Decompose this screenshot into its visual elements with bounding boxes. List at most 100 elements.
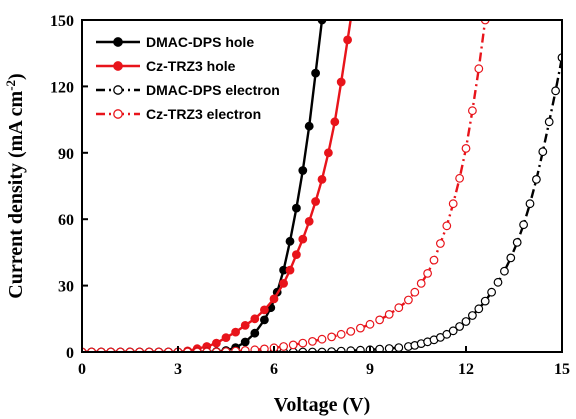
data-point xyxy=(442,221,452,231)
data-point xyxy=(474,64,484,74)
data-point xyxy=(288,340,298,350)
data-point xyxy=(308,337,317,346)
series-dmac-dps-electron xyxy=(82,53,562,352)
legend-item: Cz-TRZ3 hole xyxy=(96,58,236,74)
data-point xyxy=(356,345,365,352)
data-point xyxy=(423,269,433,278)
data-point xyxy=(455,173,465,183)
data-point xyxy=(269,294,279,304)
data-point xyxy=(304,121,314,131)
data-point xyxy=(350,0,358,2)
data-point xyxy=(250,314,260,324)
data-point xyxy=(317,174,327,184)
legend-marker xyxy=(113,85,123,95)
data-point xyxy=(279,342,289,351)
data-point xyxy=(336,77,346,87)
x-tick-label: 6 xyxy=(270,361,278,378)
data-point xyxy=(240,337,250,347)
data-point xyxy=(375,344,384,352)
data-point xyxy=(260,344,269,352)
data-point xyxy=(519,220,528,230)
data-point xyxy=(231,327,241,337)
data-point xyxy=(394,343,404,352)
data-point xyxy=(512,237,522,247)
legend-label: Cz-TRZ3 electron xyxy=(146,106,261,122)
series-line xyxy=(82,57,562,352)
data-point xyxy=(461,143,471,153)
data-point xyxy=(375,315,385,325)
x-tick-label: 15 xyxy=(554,361,570,378)
data-point xyxy=(468,106,477,116)
data-point xyxy=(292,203,301,213)
data-point xyxy=(474,304,484,314)
data-point xyxy=(384,310,394,319)
y-axis-title: Current density (mA cm-2) xyxy=(3,73,27,298)
data-point xyxy=(330,117,340,127)
data-point xyxy=(240,346,250,352)
data-point xyxy=(532,174,541,184)
data-point xyxy=(240,321,250,330)
data-point xyxy=(311,68,321,78)
data-point xyxy=(285,265,295,275)
legend-marker xyxy=(113,61,123,71)
legend-marker xyxy=(113,37,123,47)
legend-label: Cz-TRZ3 hole xyxy=(146,58,236,74)
series-line xyxy=(82,20,324,352)
y-tick-label: 60 xyxy=(58,212,74,229)
data-point xyxy=(292,250,301,260)
data-point xyxy=(298,338,308,348)
x-tick-label: 9 xyxy=(366,361,374,378)
y-axis-title-superscript: -2 xyxy=(3,80,18,91)
data-point xyxy=(279,279,289,288)
x-tick-label: 12 xyxy=(458,361,474,378)
legend-item: DMAC-DPS electron xyxy=(96,82,280,98)
data-point xyxy=(429,255,439,265)
x-tick-label: 3 xyxy=(174,361,182,378)
data-point xyxy=(250,328,260,338)
data-point xyxy=(436,239,445,248)
data-point xyxy=(324,148,333,158)
data-point xyxy=(448,199,458,209)
data-point xyxy=(404,295,413,305)
y-tick-label: 120 xyxy=(50,79,74,96)
legend: DMAC-DPS hole Cz-TRZ3 hole DMAC-DPS electr… xyxy=(96,34,280,122)
data-point xyxy=(538,147,548,157)
series-cz-trz3-hole xyxy=(82,0,358,352)
data-point xyxy=(394,303,404,313)
data-point xyxy=(480,296,490,306)
series-line xyxy=(82,20,487,352)
data-point xyxy=(416,279,426,288)
data-point xyxy=(298,234,308,244)
y-tick-label: 0 xyxy=(66,345,74,362)
legend-label: DMAC-DPS electron xyxy=(146,82,280,98)
data-point xyxy=(221,333,231,343)
data-point xyxy=(551,86,560,96)
data-point xyxy=(317,334,327,344)
data-point xyxy=(285,236,295,246)
data-point xyxy=(346,327,356,336)
data-point xyxy=(211,338,221,348)
data-point xyxy=(506,253,516,263)
data-point xyxy=(455,322,465,331)
series-line xyxy=(82,20,352,352)
data-point xyxy=(260,315,269,325)
data-point xyxy=(525,199,535,209)
x-axis-title: Voltage (V) xyxy=(274,394,370,416)
data-point xyxy=(493,277,503,287)
data-point xyxy=(544,117,554,127)
data-point xyxy=(250,345,260,352)
data-point xyxy=(298,166,308,175)
data-point xyxy=(468,311,477,320)
data-point xyxy=(384,344,394,352)
data-point xyxy=(346,346,356,352)
data-point xyxy=(365,319,375,329)
data-point xyxy=(260,305,269,315)
data-point xyxy=(448,326,458,336)
y-tick-label: 30 xyxy=(58,279,74,296)
data-point xyxy=(356,323,365,333)
data-point xyxy=(500,266,509,276)
legend-item: DMAC-DPS hole xyxy=(96,34,254,50)
data-point xyxy=(336,329,346,339)
data-point xyxy=(304,216,314,226)
